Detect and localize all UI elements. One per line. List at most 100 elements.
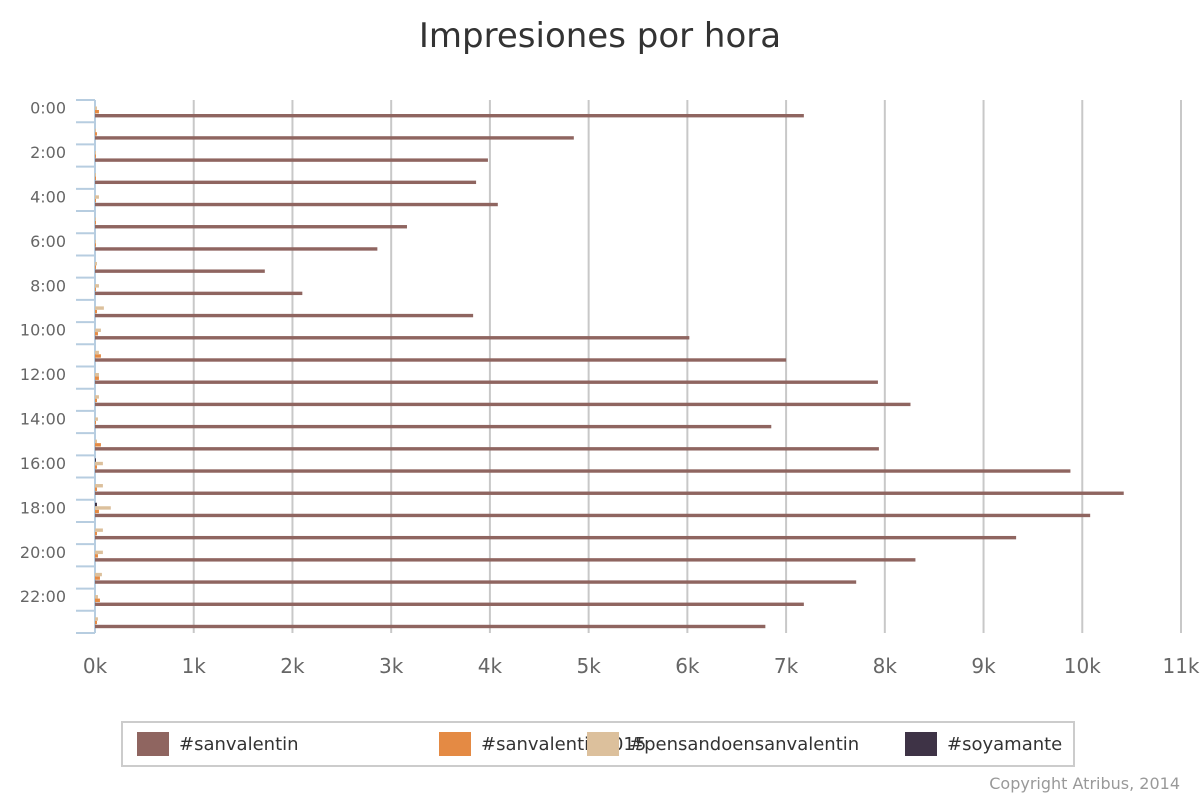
- y-tick-label: 18:00: [20, 498, 66, 517]
- x-tick-label: 3k: [379, 654, 404, 678]
- bar-sanvalentin2015: [95, 221, 96, 225]
- bar-pensandoensanvalentin: [95, 373, 99, 377]
- legend-swatch-soyamante: [905, 732, 937, 756]
- bar-sanvalentin: [95, 447, 879, 451]
- bar-sanvalentin2015: [95, 443, 101, 447]
- bar-sanvalentin: [95, 491, 1124, 495]
- y-tick-label: 16:00: [20, 454, 66, 473]
- bar-sanvalentin2015: [95, 554, 98, 558]
- bar-pensandoensanvalentin: [95, 439, 97, 444]
- bar-sanvalentin: [95, 291, 303, 296]
- x-tick-label: 9k: [971, 654, 996, 678]
- y-tick-label: 0:00: [30, 99, 66, 118]
- bar-pensandoensanvalentin: [95, 217, 96, 221]
- bar-sanvalentin2015: [95, 509, 99, 514]
- bar-sanvalentin: [95, 513, 1091, 518]
- bar-sanvalentin: [95, 469, 1071, 473]
- bar-soyamante: [95, 502, 97, 507]
- bar-pensandoensanvalentin: [95, 106, 97, 110]
- x-tick-label: 10k: [1064, 654, 1101, 678]
- y-tick-label: 22:00: [20, 587, 66, 606]
- bar-sanvalentin2015: [95, 465, 97, 469]
- y-tick-label: 20:00: [20, 543, 66, 562]
- bar-sanvalentin: [95, 580, 857, 584]
- bar-pensandoensanvalentin: [95, 395, 99, 399]
- bar-sanvalentin2015: [95, 309, 97, 314]
- x-tick-label: 1k: [182, 654, 207, 678]
- bar-sanvalentin: [95, 380, 878, 384]
- bar-sanvalentin: [95, 158, 488, 162]
- bar-pensandoensanvalentin: [95, 572, 102, 577]
- bar-sanvalentin: [95, 136, 574, 140]
- y-tick-label: 6:00: [30, 232, 66, 251]
- bar-sanvalentin: [95, 424, 772, 429]
- legend-item-soyamante[interactable]: #soyamante: [905, 731, 1062, 757]
- chart-title: Impresiones por hora: [418, 16, 782, 56]
- bar-sanvalentin2015: [95, 376, 99, 380]
- bar-pensandoensanvalentin: [95, 173, 96, 177]
- bar-pensandoensanvalentin: [95, 128, 96, 133]
- bar-sanvalentin: [95, 624, 766, 629]
- bar-pensandoensanvalentin: [95, 195, 99, 199]
- bar-sanvalentin: [95, 313, 474, 318]
- legend-label-sanvalentin: #sanvalentin: [179, 733, 299, 755]
- x-tick-label: 8k: [873, 654, 898, 678]
- y-tick-label: 2:00: [30, 143, 66, 162]
- bar-pensandoensanvalentin: [95, 595, 98, 599]
- copyright-credit: Copyright Atribus, 2014: [989, 774, 1180, 793]
- bar-pensandoensanvalentin: [95, 284, 99, 288]
- bar-sanvalentin: [95, 358, 787, 362]
- legend-label-soyamante: #soyamante: [947, 733, 1063, 755]
- bar-sanvalentin2015: [95, 243, 96, 247]
- bar-sanvalentin: [95, 558, 916, 562]
- y-tick-label: 8:00: [30, 276, 66, 295]
- bar-sanvalentin2015: [95, 132, 97, 136]
- y-tick-label: 4:00: [30, 187, 66, 206]
- bar-pensandoensanvalentin: [95, 417, 98, 421]
- x-tick-label: 2k: [280, 654, 305, 678]
- bar-pensandoensanvalentin: [95, 506, 111, 510]
- bar-pensandoensanvalentin: [95, 306, 104, 310]
- bar-pensandoensanvalentin: [95, 550, 103, 555]
- bar-sanvalentin2015: [95, 487, 97, 491]
- bar-pensandoensanvalentin: [95, 261, 97, 266]
- bar-sanvalentin2015: [95, 154, 96, 158]
- bar-pensandoensanvalentin: [95, 461, 103, 466]
- y-tick-label: 10:00: [20, 321, 66, 340]
- bar-pensandoensanvalentin: [95, 150, 96, 155]
- y-tick-label: 14:00: [20, 410, 66, 429]
- x-tick-label: 6k: [675, 654, 700, 678]
- bar-sanvalentin: [95, 180, 477, 185]
- bar-sanvalentin2015: [95, 598, 100, 602]
- legend-item-sanvalentin[interactable]: #sanvalentin: [137, 731, 299, 757]
- bar-sanvalentin2015: [95, 576, 100, 580]
- bar-sanvalentin: [95, 402, 911, 407]
- bar-pensandoensanvalentin: [95, 617, 98, 621]
- bar-sanvalentin2015: [95, 420, 96, 425]
- bar-pensandoensanvalentin: [95, 528, 103, 532]
- bar-sanvalentin: [95, 535, 1017, 540]
- bar-sanvalentin2015: [95, 354, 101, 358]
- bar-sanvalentin2015: [95, 265, 96, 269]
- legend-label-pensandoensanvalentin: #pensandoensanvalentin: [629, 733, 860, 755]
- bar-sanvalentin2015: [95, 620, 97, 625]
- bar-sanvalentin2015: [95, 110, 99, 114]
- x-tick-label: 7k: [774, 654, 799, 678]
- x-tick-label: 11k: [1162, 654, 1199, 678]
- bar-soyamante: [95, 458, 96, 462]
- legend: #sanvalentin #sanvalentin2015 #pensandoe…: [121, 721, 1075, 767]
- bar-sanvalentin: [95, 247, 378, 251]
- bar-sanvalentin2015: [95, 398, 97, 403]
- y-tick-label: 12:00: [20, 365, 66, 384]
- bar-sanvalentin2015: [95, 287, 96, 292]
- bar-pensandoensanvalentin: [95, 328, 101, 332]
- legend-swatch-sanvalentin2015: [439, 732, 471, 756]
- x-tick-label: 0k: [83, 654, 108, 678]
- bar-sanvalentin2015: [95, 531, 97, 536]
- bar-sanvalentin: [95, 602, 804, 606]
- legend-item-pensandoensanvalentin[interactable]: #pensandoensanvalentin: [587, 731, 859, 757]
- bar-sanvalentin2015: [95, 198, 96, 203]
- bar-sanvalentin: [95, 202, 498, 207]
- bar-pensandoensanvalentin: [95, 350, 99, 355]
- bar-sanvalentin: [95, 114, 804, 118]
